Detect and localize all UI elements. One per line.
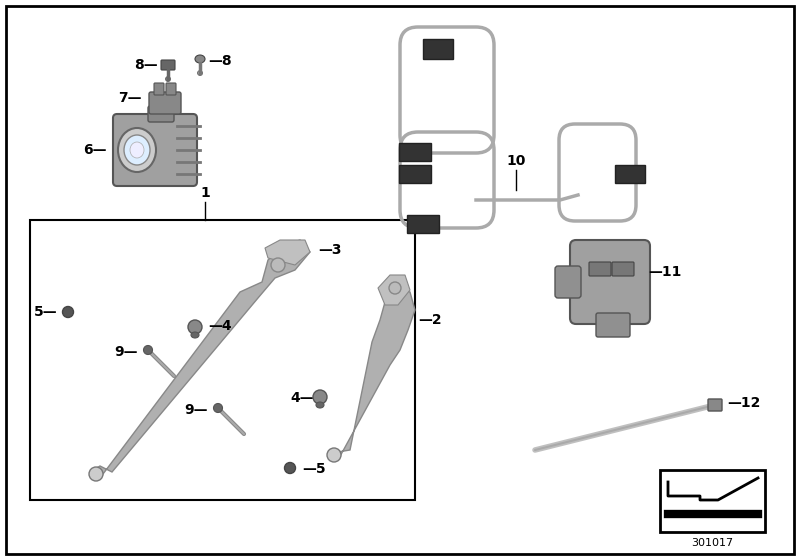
FancyBboxPatch shape — [154, 83, 164, 95]
Ellipse shape — [191, 332, 199, 338]
Ellipse shape — [214, 404, 222, 413]
Polygon shape — [90, 240, 310, 478]
Text: —11: —11 — [648, 265, 682, 279]
Text: 7—: 7— — [118, 91, 142, 105]
Text: 10: 10 — [506, 154, 526, 168]
Text: 301017: 301017 — [691, 538, 733, 548]
Text: —3: —3 — [318, 243, 342, 257]
Text: 1: 1 — [200, 186, 210, 200]
Text: 4—: 4— — [290, 391, 314, 405]
FancyBboxPatch shape — [596, 313, 630, 337]
Text: 5—: 5— — [34, 305, 57, 319]
Ellipse shape — [195, 55, 205, 63]
FancyBboxPatch shape — [708, 399, 722, 411]
FancyBboxPatch shape — [399, 165, 431, 183]
Text: 9—: 9— — [185, 403, 208, 417]
Text: —4: —4 — [208, 319, 232, 333]
Ellipse shape — [143, 346, 153, 354]
Text: —8: —8 — [208, 54, 232, 68]
Ellipse shape — [285, 463, 295, 474]
Text: 9—: 9— — [114, 345, 138, 359]
FancyBboxPatch shape — [589, 262, 611, 276]
Polygon shape — [328, 288, 415, 460]
Ellipse shape — [313, 390, 327, 404]
FancyBboxPatch shape — [555, 266, 581, 298]
Ellipse shape — [271, 258, 285, 272]
Polygon shape — [265, 240, 310, 265]
Ellipse shape — [118, 128, 156, 172]
FancyBboxPatch shape — [407, 215, 439, 233]
FancyBboxPatch shape — [166, 83, 176, 95]
Polygon shape — [378, 275, 410, 305]
Ellipse shape — [316, 402, 324, 408]
Ellipse shape — [166, 77, 170, 82]
Ellipse shape — [389, 282, 401, 294]
Text: 6—: 6— — [83, 143, 107, 157]
Ellipse shape — [124, 135, 150, 165]
Ellipse shape — [327, 448, 341, 462]
FancyBboxPatch shape — [148, 106, 174, 122]
Text: —12: —12 — [727, 396, 760, 410]
FancyBboxPatch shape — [399, 143, 431, 161]
Ellipse shape — [188, 320, 202, 334]
Ellipse shape — [198, 71, 202, 76]
FancyBboxPatch shape — [570, 240, 650, 324]
Bar — [660, 470, 765, 532]
Bar — [30, 220, 415, 500]
Ellipse shape — [89, 467, 103, 481]
FancyBboxPatch shape — [161, 60, 175, 70]
FancyBboxPatch shape — [612, 262, 634, 276]
FancyBboxPatch shape — [113, 114, 197, 186]
Text: —5: —5 — [302, 462, 326, 476]
FancyBboxPatch shape — [423, 39, 453, 59]
FancyBboxPatch shape — [615, 165, 645, 183]
Text: —2: —2 — [418, 313, 442, 327]
Ellipse shape — [62, 306, 74, 318]
Ellipse shape — [130, 142, 144, 158]
Text: 8—: 8— — [134, 58, 158, 72]
FancyBboxPatch shape — [149, 92, 181, 114]
